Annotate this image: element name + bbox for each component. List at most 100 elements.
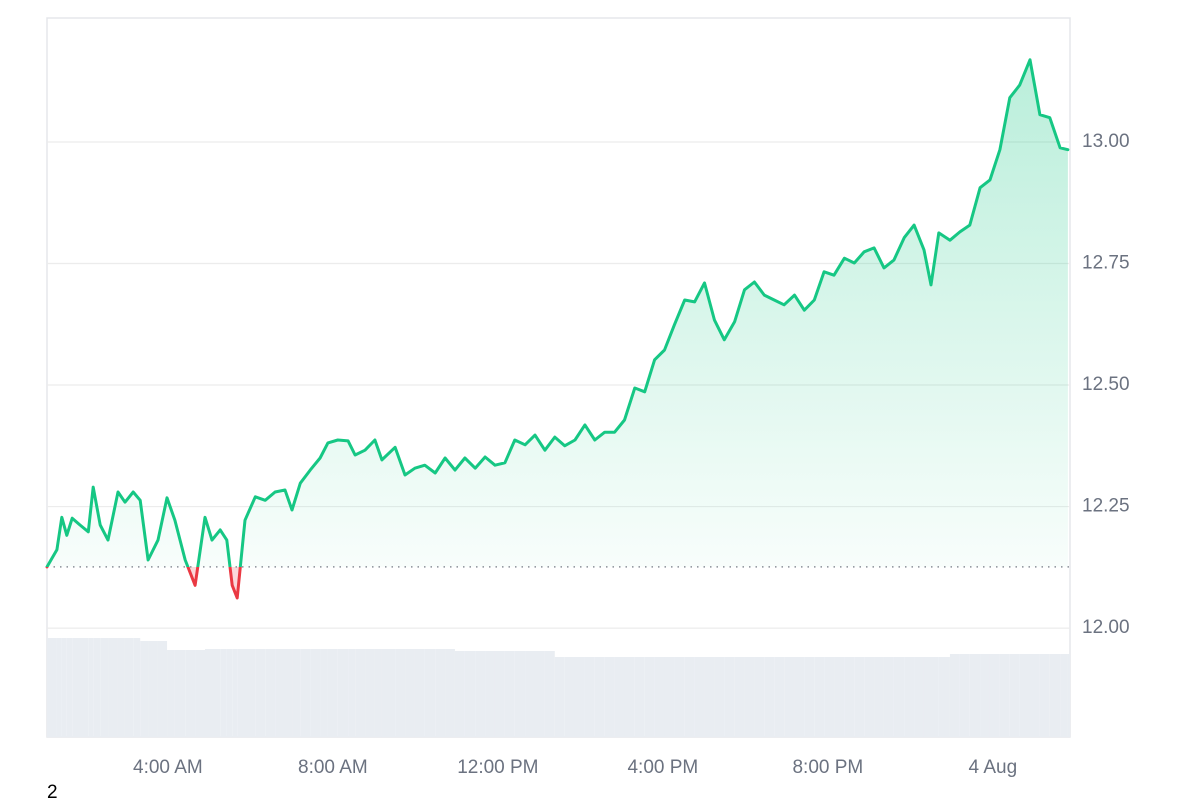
volume-bar <box>381 649 396 737</box>
volume-bar <box>374 649 382 737</box>
volume-bar <box>999 654 1010 737</box>
volume-bar <box>854 657 865 737</box>
volume-bar <box>195 650 205 737</box>
volume-bar <box>300 649 311 737</box>
volume-bar <box>525 651 535 737</box>
volume-bar <box>454 651 465 737</box>
volume-bar <box>424 649 436 737</box>
volume-bar <box>764 657 775 737</box>
volume-bar <box>734 657 745 737</box>
volume-bar <box>327 649 338 737</box>
volume-bar <box>133 638 141 737</box>
volume-bar <box>1009 654 1020 737</box>
price-line <box>45 58 1070 600</box>
volume-bar <box>310 649 321 737</box>
volume-bar <box>834 657 845 737</box>
x-tick-label: 12:00 PM <box>457 757 538 778</box>
volume-bar <box>435 649 446 737</box>
volume-bar <box>774 657 785 737</box>
volume-bar <box>694 657 705 737</box>
volume-bar <box>544 651 555 737</box>
volume-bar <box>923 657 931 737</box>
volume-bar <box>167 650 175 737</box>
volume-bar <box>185 650 196 737</box>
volume-bar <box>100 638 109 737</box>
volume-bar <box>365 649 375 737</box>
volume-bar <box>237 649 245 737</box>
volume-bar <box>784 657 795 737</box>
volume-bar <box>744 657 755 737</box>
volume-bar <box>292 649 301 737</box>
volume-bar <box>212 649 221 737</box>
volume-bar <box>117 638 125 737</box>
volume-bar <box>624 657 635 737</box>
volume-bar <box>554 657 565 737</box>
volume-bar <box>395 649 406 737</box>
volume-bar <box>226 649 233 737</box>
y-tick-label: 12.50 <box>1082 374 1130 395</box>
volume-bar <box>614 657 625 737</box>
volume-bar <box>61 638 67 737</box>
volume-bar <box>88 638 94 737</box>
volume-bar <box>1019 654 1030 737</box>
volume-bar <box>275 649 286 737</box>
volume-bar <box>464 651 476 737</box>
volume-bar <box>124 638 134 737</box>
volume-bar <box>914 657 924 737</box>
volume-bar <box>980 654 990 737</box>
volume-bar <box>337 649 349 737</box>
volume-bar <box>989 654 1000 737</box>
volume-bar <box>564 657 575 737</box>
volume-bar <box>969 654 981 737</box>
volume-bar <box>485 651 495 737</box>
volume-bar <box>1029 654 1040 737</box>
volume-bar <box>724 657 735 737</box>
volume-bar <box>504 651 515 737</box>
volume-bar <box>644 657 655 737</box>
volume-bar <box>56 638 62 737</box>
volume-bar <box>904 657 915 737</box>
volume-bar <box>475 651 486 737</box>
volume-bar <box>414 649 425 737</box>
volume-bar <box>445 649 455 737</box>
volume-bar <box>684 657 695 737</box>
volume-bar <box>654 657 665 737</box>
y-tick-label: 12.00 <box>1082 617 1130 638</box>
volume-bar <box>148 641 158 737</box>
volume-bar <box>285 649 293 737</box>
x-tick-label: 4 Aug <box>969 757 1018 778</box>
volume-bar <box>824 657 835 737</box>
volume-bar <box>80 638 89 737</box>
volume-bar <box>594 657 605 737</box>
volume-bar <box>355 649 366 737</box>
volume-bar <box>66 638 73 737</box>
volume-bar <box>174 650 186 737</box>
volume-bar <box>1039 654 1050 737</box>
y-tick-label: 12.75 <box>1082 253 1130 274</box>
volume-bar <box>844 657 855 737</box>
volume-bar <box>949 654 960 737</box>
volume-bar <box>245 649 256 737</box>
volume-bar <box>1067 654 1070 737</box>
volume-bar <box>93 638 101 737</box>
volume-bar <box>47 638 57 737</box>
volume-bar <box>930 657 939 737</box>
volume-bar <box>794 657 805 737</box>
volume-bar <box>959 654 970 737</box>
volume-bar <box>140 641 149 737</box>
x-tick-label: 8:00 PM <box>792 757 863 778</box>
volume-bar <box>674 657 685 737</box>
x-tick-label: 8:00 AM <box>298 757 368 778</box>
volume-bar <box>204 649 212 737</box>
volume-bar <box>320 649 328 737</box>
x-tick-label: 4:00 AM <box>133 757 203 778</box>
volume-bar <box>664 657 675 737</box>
volume-bar <box>874 657 884 737</box>
volume-bar <box>814 657 825 737</box>
x-tick-label: 4:00 PM <box>627 757 698 778</box>
volume-bar <box>634 657 645 737</box>
volume-bar <box>405 649 415 737</box>
area-fill <box>47 59 1068 599</box>
volume-bar <box>804 657 815 737</box>
